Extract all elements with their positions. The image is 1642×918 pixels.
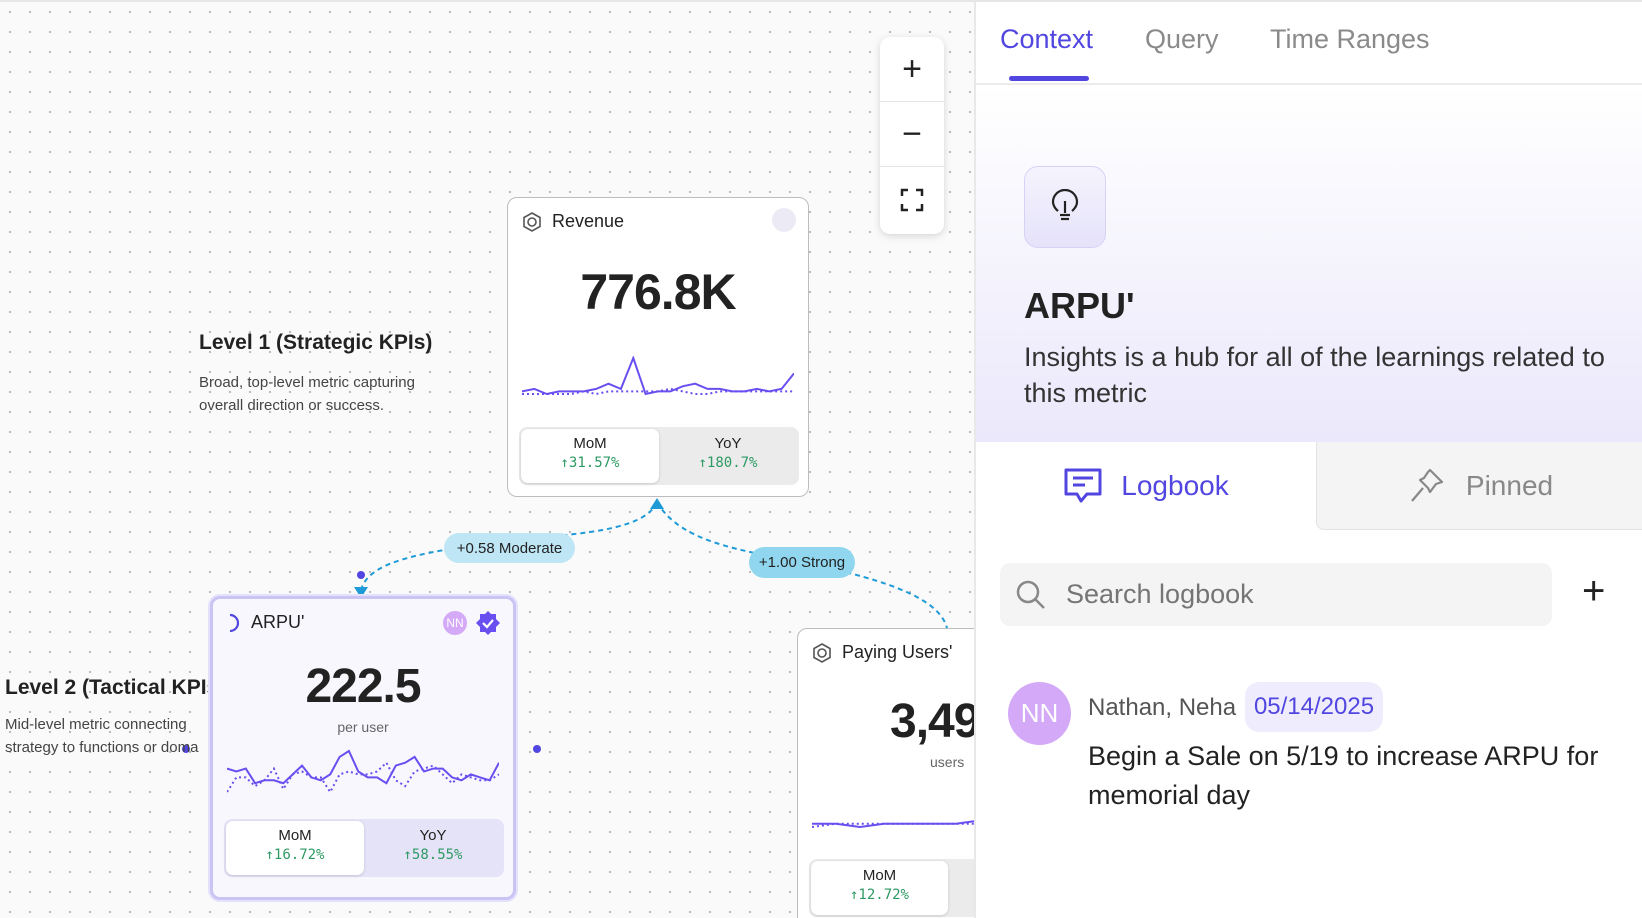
zoom-out-button[interactable]: − (880, 102, 944, 167)
edge-label-strong[interactable]: +1.00 Strong (749, 547, 855, 578)
mom-label: MoM (862, 867, 897, 884)
add-entry-button[interactable]: + (1582, 569, 1606, 613)
yoy-label: YoY (714, 435, 742, 452)
tab-query[interactable]: Query (1145, 24, 1219, 54)
card-title: Paying Users' (842, 642, 953, 662)
card-title: ARPU' (251, 612, 305, 632)
subtab-pinned[interactable]: Pinned (1316, 442, 1642, 530)
level1-title: Level 1 (Strategic KPIs) (199, 331, 433, 354)
level1-desc-line: overall direction or success. (199, 397, 385, 414)
fit-view-button[interactable] (880, 167, 944, 232)
pin-icon (1411, 468, 1444, 502)
hexagon-icon (813, 642, 831, 663)
mom-stat[interactable]: MoM ↑16.72% (226, 821, 364, 875)
card-header: Revenue (522, 211, 624, 232)
comparison-toggle: MoM ↑31.57% YoY ↑180.7% (519, 427, 799, 485)
mom-value: ↑31.57% (560, 455, 620, 471)
verified-badge-icon (476, 611, 500, 635)
card-unit: users (930, 754, 965, 770)
level2-desc-line: strategy to functions or doma (5, 739, 199, 756)
card-title: Revenue (552, 211, 625, 231)
logbook-label: Logbook (1121, 470, 1229, 501)
edge-arrow-down (354, 587, 368, 598)
yoy-stat[interactable]: YoY ↑58.55% (364, 821, 502, 875)
mom-value: ↑16.72% (265, 847, 325, 863)
tab-divider (976, 83, 1642, 85)
subtab-logbook[interactable]: Logbook (976, 442, 1316, 530)
tab-context[interactable]: Context (1000, 24, 1094, 54)
mom-label: MoM (573, 435, 607, 452)
mom-stat[interactable]: MoM ↑31.57% (521, 429, 659, 483)
zoom-in-button[interactable]: + (880, 37, 944, 102)
yoy-value: ↑180.7% (698, 455, 758, 471)
lightbulb-icon (1051, 189, 1079, 221)
sparkline (227, 749, 499, 794)
level2-desc-line: Mid-level metric connecting (5, 716, 187, 733)
metric-title: ARPU' (1024, 285, 1135, 326)
sparkline (522, 356, 794, 396)
sparkline-current (812, 820, 974, 829)
level2-desc: Mid-level metric connecting strategy to f… (5, 713, 198, 759)
owner-avatar-icon (772, 208, 796, 232)
comparison-toggle: MoM ↑16.72% YoY ↑58.55% (224, 819, 504, 877)
mom-label: MoM (278, 827, 312, 844)
metric-card-paying-users[interactable]: Paying Users' 3,49 users MoM ↑12.72% (797, 628, 974, 918)
metric-header: ARPU' Insights is a hub for all of the l… (976, 85, 1642, 442)
card-value: 776.8K (580, 264, 736, 320)
card-header: ARPU' (227, 612, 304, 633)
side-panel: Context Query Time Ranges ARPU' Insights… (974, 0, 1642, 918)
insight-icon-box (1024, 166, 1106, 248)
handle-dot[interactable] (182, 745, 190, 753)
handle-dot[interactable] (533, 745, 541, 753)
handle-dot[interactable] (357, 571, 365, 579)
yoy-stat[interactable]: YoY ↑180.7% (659, 429, 797, 483)
hexagon-icon (523, 211, 541, 232)
edge-revenue-paying-users (656, 501, 948, 629)
card-header: Paying Users' (812, 642, 952, 663)
card-value: 3,49 (890, 695, 974, 748)
tab-time-ranges[interactable]: Time Ranges (1270, 24, 1430, 54)
mom-stat[interactable]: MoM ↑12.72% (811, 861, 948, 915)
metric-card-revenue[interactable]: Revenue 776.8K MoM ↑31.57% YoY ↑180.7% (507, 197, 809, 497)
edge-arrow-up (650, 498, 664, 509)
mom-value: ↑12.72% (849, 887, 909, 903)
edge-label-moderate[interactable]: +0.58 Moderate (444, 533, 575, 563)
level1-desc: Broad, top-level metric capturing overall… (199, 371, 415, 417)
search-logbook-field[interactable] (1000, 563, 1552, 626)
sparkline (812, 820, 974, 829)
fullscreen-icon (900, 188, 924, 211)
card-value: 222.5 (305, 660, 421, 713)
graph-canvas[interactable]: +0.58 Moderate +1.00 Strong + − Level 1 … (0, 0, 974, 918)
search-input[interactable] (1066, 579, 1526, 610)
pinned-label: Pinned (1465, 469, 1554, 501)
entry-text: Begin a Sale on 5/19 to increase ARPU fo… (1088, 741, 1599, 810)
yoy-label: YoY (419, 827, 447, 844)
sparkline-current (227, 749, 499, 785)
comparison-toggle: MoM ↑12.72% (809, 859, 974, 917)
active-tab-indicator (1009, 76, 1089, 81)
metric-description: Insights is a hub for all of the learnin… (1024, 342, 1605, 408)
search-icon (1016, 580, 1045, 609)
loading-spinner-icon (229, 613, 240, 632)
entry-date-badge: 05/14/2025 (1245, 682, 1383, 732)
sparkline-previous (227, 761, 499, 794)
level2-title: Level 2 (Tactical KPIs) (5, 676, 226, 699)
metric-card-arpu[interactable]: ARPU' NN 222.5 per user MoM ↑16.72% YoY ↑5… (210, 596, 516, 900)
card-unit: per user (337, 719, 389, 735)
yoy-value: ↑58.55% (403, 847, 463, 863)
zoom-controls: + − (880, 37, 944, 234)
comment-icon (1064, 468, 1102, 503)
entry-author: Nathan, Neha (1088, 694, 1237, 721)
level1-desc-line: Broad, top-level metric capturing (199, 374, 415, 391)
owner-avatar: NN (443, 611, 467, 635)
sparkline-current (522, 356, 794, 396)
author-avatar: NN (1008, 682, 1071, 745)
